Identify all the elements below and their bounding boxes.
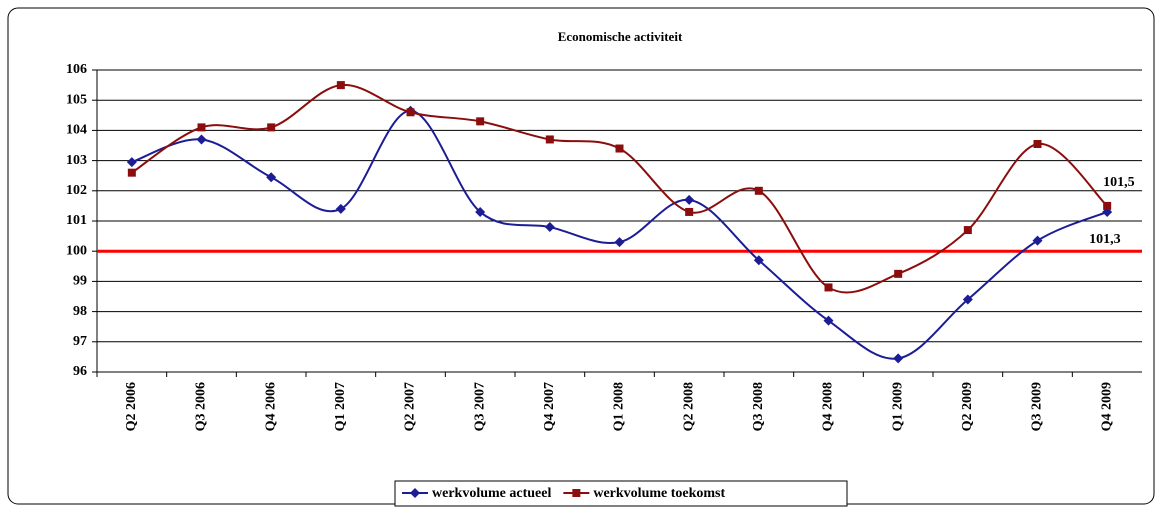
chart-title: Economische activiteit <box>558 29 683 44</box>
x-tick-label: Q2 2007 <box>403 382 418 431</box>
x-tick-label: Q4 2008 <box>821 382 836 431</box>
data-point <box>1032 235 1043 246</box>
y-tick-label: 104 <box>66 123 87 138</box>
data-point <box>753 255 764 266</box>
x-tick-label: Q4 2009 <box>1099 382 1114 431</box>
data-point <box>823 315 834 326</box>
x-tick-label: Q1 2007 <box>333 382 348 431</box>
x-tick-label: Q1 2009 <box>890 382 905 431</box>
x-tick-label: Q2 2009 <box>960 382 975 431</box>
data-point <box>197 123 206 132</box>
data-label: 101,3 <box>1089 232 1121 247</box>
y-tick-label: 106 <box>66 62 87 77</box>
y-tick-label: 96 <box>73 364 87 379</box>
data-point <box>824 283 833 292</box>
chart-frame <box>7 7 1155 505</box>
y-tick-label: 99 <box>73 274 87 289</box>
x-tick-label: Q1 2008 <box>612 382 627 431</box>
data-point <box>544 222 555 233</box>
data-label: 101,5 <box>1103 175 1135 190</box>
x-tick-label: Q3 2008 <box>751 382 766 431</box>
data-point <box>754 186 763 195</box>
x-tick-label: Q2 2006 <box>124 382 139 431</box>
y-tick-label: 97 <box>73 334 87 349</box>
data-point <box>684 194 695 205</box>
data-point <box>614 237 625 248</box>
data-point <box>267 123 276 132</box>
data-point <box>406 108 415 117</box>
data-point <box>266 172 277 183</box>
data-point <box>1033 139 1042 148</box>
x-tick-label: Q3 2009 <box>1030 382 1045 431</box>
legend-label: werkvolume actueel <box>432 486 551 501</box>
legend-box <box>394 480 848 507</box>
data-point <box>1103 201 1112 210</box>
x-tick-label: Q4 2007 <box>542 382 557 431</box>
data-point <box>126 157 137 168</box>
data-point <box>894 269 903 278</box>
data-point <box>893 353 904 364</box>
y-tick-label: 105 <box>66 92 87 107</box>
x-tick-label: Q3 2007 <box>472 382 487 431</box>
data-point <box>196 134 207 145</box>
data-point <box>962 294 973 305</box>
data-point <box>127 168 136 177</box>
data-point <box>685 207 694 216</box>
series-line <box>131 84 1108 294</box>
data-point <box>476 117 485 126</box>
y-tick-label: 98 <box>73 304 87 319</box>
legend-marker <box>572 489 581 497</box>
x-tick-label: Q3 2006 <box>194 382 209 431</box>
data-point <box>963 226 972 235</box>
y-tick-label: 101 <box>66 213 87 228</box>
data-point <box>335 203 346 214</box>
data-point <box>475 206 486 217</box>
y-tick-label: 100 <box>66 243 87 258</box>
data-point <box>615 144 624 153</box>
legend-label: werkvolume toekomst <box>593 486 725 501</box>
x-tick-label: Q2 2008 <box>681 382 696 431</box>
x-tick-label: Q4 2006 <box>263 382 278 431</box>
legend-marker <box>410 488 420 498</box>
y-tick-label: 102 <box>66 183 87 198</box>
data-point <box>545 135 554 144</box>
data-point <box>336 81 345 90</box>
y-tick-label: 103 <box>66 153 87 168</box>
